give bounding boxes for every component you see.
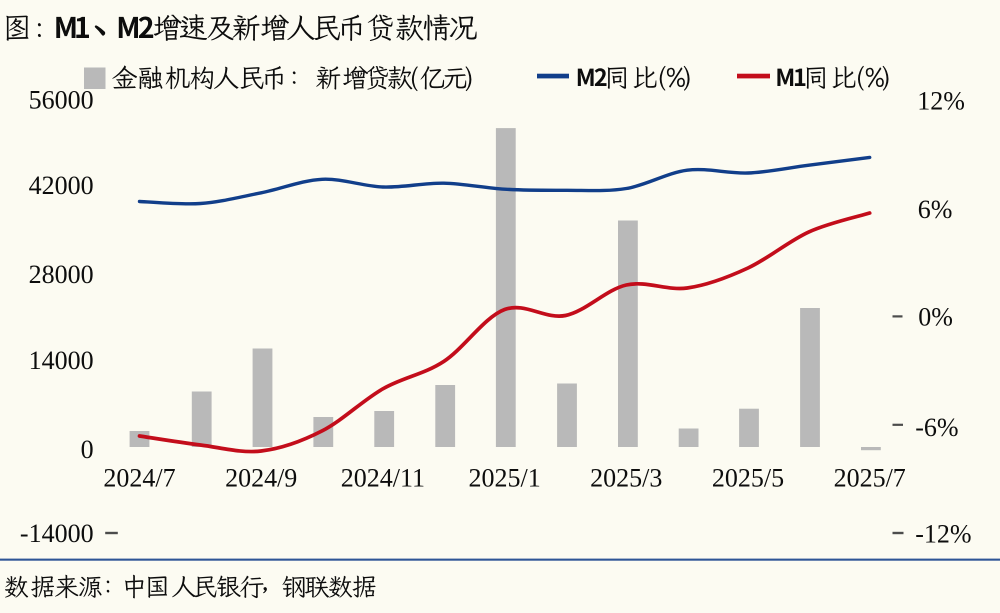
- svg-text:56000: 56000: [29, 85, 94, 114]
- svg-text:2024/7: 2024/7: [103, 464, 175, 493]
- svg-text:6%: 6%: [918, 195, 953, 224]
- svg-text:2024/11: 2024/11: [341, 464, 425, 493]
- svg-text:0%: 0%: [918, 303, 953, 332]
- svg-text:42000: 42000: [29, 171, 94, 200]
- svg-text:14000: 14000: [29, 346, 94, 375]
- svg-text:2025/5: 2025/5: [712, 464, 784, 493]
- svg-text:-6%: -6%: [915, 413, 958, 442]
- svg-text:2025/3: 2025/3: [590, 464, 662, 493]
- svg-text:-12%: -12%: [915, 520, 971, 549]
- svg-text:12%: 12%: [917, 86, 965, 115]
- svg-text:2025/1: 2025/1: [468, 464, 540, 493]
- svg-text:2024/9: 2024/9: [225, 464, 297, 493]
- svg-text:0: 0: [81, 435, 94, 464]
- svg-text:28000: 28000: [29, 260, 94, 289]
- svg-text:2025/7: 2025/7: [834, 464, 906, 493]
- svg-text:-14000: -14000: [20, 519, 94, 548]
